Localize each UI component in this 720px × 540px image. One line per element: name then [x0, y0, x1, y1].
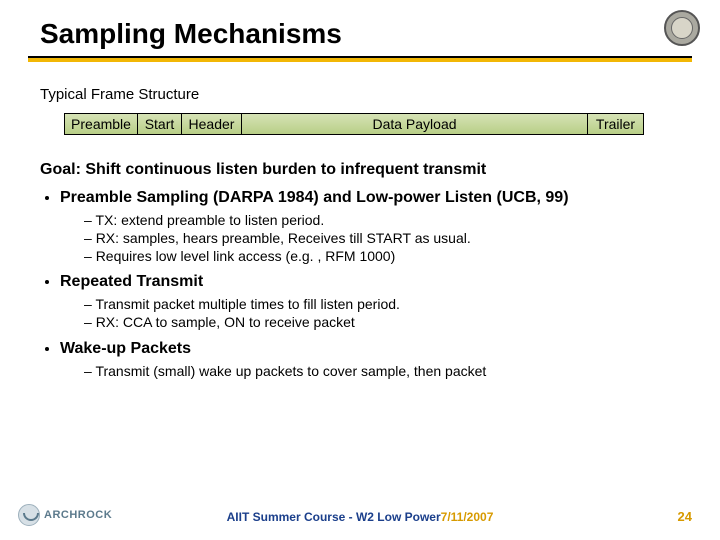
- frame-cell-start: Start: [138, 113, 182, 135]
- slide-footer: ARCHROCK AIIT Summer Course - W2 Low Pow…: [0, 502, 720, 526]
- footer-date: 7/11/2007: [441, 510, 494, 524]
- footer-logo: ARCHROCK: [18, 504, 112, 526]
- sub-item: RX: samples, hears preamble, Receives ti…: [84, 229, 680, 247]
- frame-cell-preamble: Preamble: [64, 113, 138, 135]
- sub-list: Transmit (small) wake up packets to cove…: [60, 362, 680, 380]
- title-bar: Sampling Mechanisms: [0, 0, 720, 56]
- footer-center: AIIT Summer Course - W2 Low Power7/11/20…: [227, 510, 494, 524]
- bullet-label: Wake-up Packets: [60, 340, 191, 357]
- frame-cell-trailer: Trailer: [588, 113, 644, 135]
- sub-item: Transmit (small) wake up packets to cove…: [84, 362, 680, 380]
- sub-list: TX: extend preamble to listen period. RX…: [60, 211, 680, 266]
- frame-cell-header: Header: [182, 113, 242, 135]
- sub-list: Transmit packet multiple times to fill l…: [60, 295, 680, 331]
- bullet-list: Preamble Sampling (DARPA 1984) and Low-p…: [40, 189, 680, 380]
- bullet-label: Preamble Sampling (DARPA 1984) and Low-p…: [60, 189, 569, 206]
- footer-course: AIIT Summer Course - W2 Low Power: [227, 510, 441, 524]
- frame-cell-payload: Data Payload: [242, 113, 588, 135]
- sub-item: Transmit packet multiple times to fill l…: [84, 295, 680, 313]
- slide-title: Sampling Mechanisms: [40, 18, 680, 50]
- title-underline: [28, 56, 692, 58]
- frame-structure-diagram: Preamble Start Header Data Payload Trail…: [64, 113, 644, 135]
- footer-logo-text: ARCHROCK: [44, 509, 112, 521]
- footer-page-number: 24: [678, 509, 692, 524]
- bullet-preamble-sampling: Preamble Sampling (DARPA 1984) and Low-p…: [60, 189, 680, 266]
- bullet-wakeup-packets: Wake-up Packets Transmit (small) wake up…: [60, 340, 680, 380]
- goal-text: Goal: Shift continuous listen burden to …: [40, 159, 680, 181]
- slide-content: Typical Frame Structure Preamble Start H…: [0, 58, 720, 380]
- archrock-icon: [18, 504, 40, 526]
- seal-icon: [664, 10, 700, 46]
- sub-item: RX: CCA to sample, ON to receive packet: [84, 313, 680, 331]
- bullet-label: Repeated Transmit: [60, 273, 203, 290]
- frame-heading: Typical Frame Structure: [40, 86, 680, 103]
- bullet-repeated-transmit: Repeated Transmit Transmit packet multip…: [60, 273, 680, 331]
- sub-item: TX: extend preamble to listen period.: [84, 211, 680, 229]
- sub-item: Requires low level link access (e.g. , R…: [84, 247, 680, 265]
